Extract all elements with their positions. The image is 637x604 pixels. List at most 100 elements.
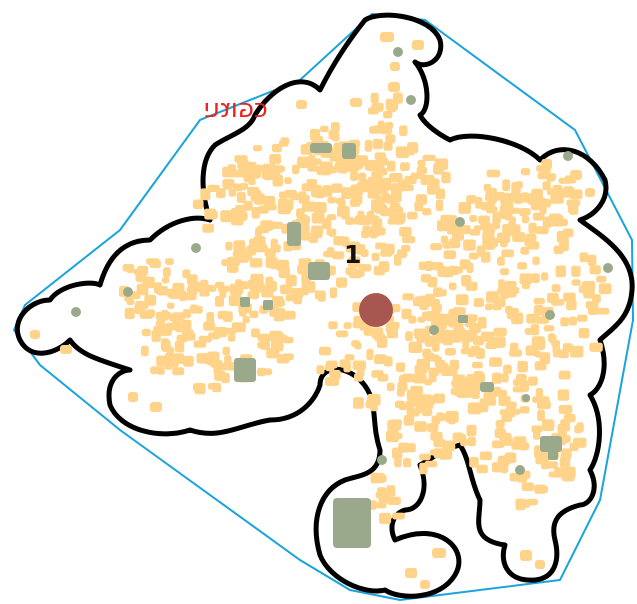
building: [480, 202, 489, 211]
building: [423, 352, 435, 362]
building: [365, 400, 375, 409]
building: [392, 512, 405, 520]
building: [184, 292, 197, 301]
building: [492, 297, 506, 308]
building: [513, 193, 523, 204]
building: [199, 290, 210, 297]
building: [596, 275, 607, 283]
building: [193, 340, 207, 348]
building: [493, 327, 507, 337]
green-features: [71, 47, 613, 548]
building: [476, 464, 488, 474]
building: [163, 267, 171, 278]
building: [439, 266, 454, 278]
building: [329, 369, 341, 380]
building: [466, 195, 477, 204]
building: [325, 360, 338, 369]
building: [527, 241, 540, 250]
building: [519, 208, 528, 217]
building: [394, 455, 402, 468]
building: [519, 442, 530, 451]
building: [283, 310, 296, 320]
building: [576, 422, 584, 433]
building: [336, 277, 348, 288]
building: [393, 432, 403, 440]
building: [222, 311, 233, 322]
building: [249, 238, 259, 250]
building: [519, 406, 530, 414]
building: [483, 391, 496, 403]
building: [278, 266, 290, 279]
building: [228, 189, 237, 197]
building: [498, 395, 511, 406]
building: [336, 330, 349, 338]
building: [533, 298, 545, 305]
building: [296, 288, 309, 296]
building: [360, 249, 369, 257]
building: [499, 268, 510, 276]
building: [535, 387, 543, 399]
building: [478, 215, 490, 225]
building: [149, 260, 161, 269]
building: [494, 428, 506, 438]
building: [348, 256, 361, 268]
building: [387, 218, 398, 225]
building: [452, 432, 464, 441]
building: [486, 336, 496, 345]
building: [313, 202, 327, 214]
building: [543, 325, 555, 332]
building: [207, 351, 220, 363]
building: [233, 240, 246, 253]
building: [187, 332, 196, 341]
building: [558, 404, 573, 414]
building: [552, 350, 565, 358]
building: [560, 448, 572, 460]
building: [398, 403, 409, 410]
building: [425, 312, 440, 321]
building: [352, 360, 366, 371]
building: [165, 258, 174, 265]
building: [141, 345, 149, 357]
building: [258, 368, 273, 376]
building: [282, 353, 294, 360]
building: [370, 92, 379, 104]
building: [589, 342, 603, 352]
building: [387, 496, 401, 505]
building: [366, 210, 375, 220]
building: [561, 435, 571, 443]
building: [433, 287, 443, 297]
building: [509, 408, 521, 415]
building: [386, 382, 395, 392]
building: [439, 317, 451, 324]
building: [397, 249, 408, 258]
building: [525, 233, 537, 241]
building: [316, 365, 325, 375]
building: [339, 359, 350, 368]
building: [497, 256, 505, 266]
building: [456, 389, 469, 398]
building: [375, 167, 388, 176]
building: [408, 341, 422, 353]
building: [407, 443, 416, 453]
building: [385, 122, 394, 130]
building: [272, 169, 281, 181]
building: [576, 314, 588, 322]
building: [157, 366, 165, 375]
building: [566, 299, 577, 311]
building: [555, 218, 568, 227]
building: [512, 379, 521, 386]
building: [450, 415, 459, 423]
building: [162, 277, 170, 284]
building: [136, 283, 149, 296]
building: [350, 171, 358, 181]
building: [167, 302, 175, 309]
building: [521, 482, 534, 491]
building: [328, 321, 338, 330]
building: [212, 382, 222, 393]
building: [377, 177, 392, 187]
building: [414, 364, 428, 374]
building: [261, 286, 274, 298]
building: [518, 363, 526, 370]
building: [512, 232, 526, 242]
building: [510, 342, 519, 354]
